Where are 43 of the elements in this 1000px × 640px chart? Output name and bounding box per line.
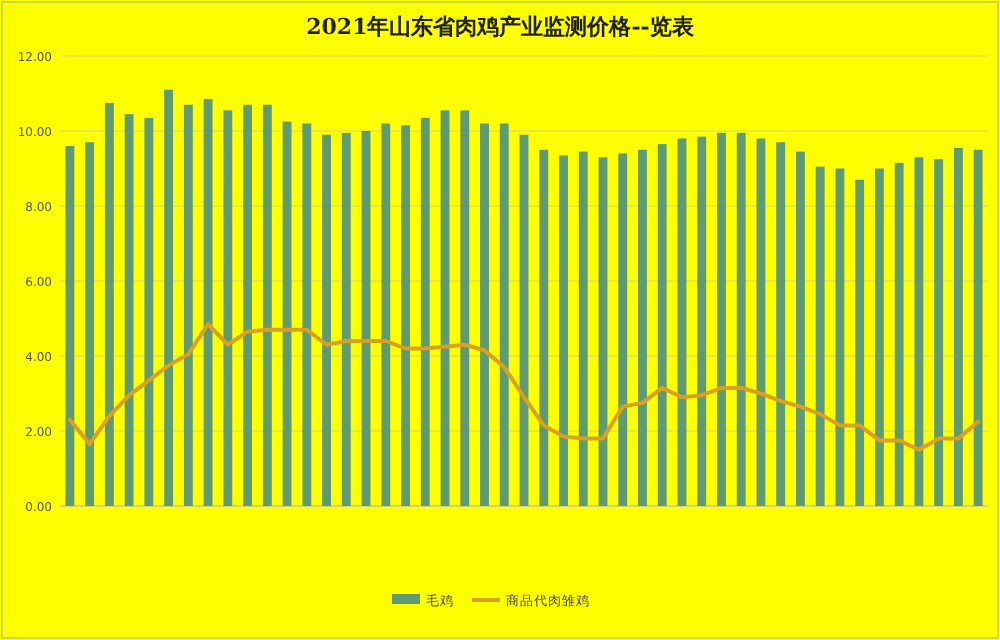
- bar: [638, 149, 647, 506]
- bar: [183, 104, 193, 506]
- bar: [776, 142, 786, 506]
- bar: [85, 142, 95, 506]
- bar: [124, 114, 134, 506]
- bar: [262, 104, 272, 506]
- bar: [973, 149, 983, 506]
- bar: [401, 125, 410, 506]
- bar: [539, 149, 549, 506]
- bar: [657, 144, 667, 506]
- bar: [874, 168, 884, 506]
- bar: [618, 153, 628, 506]
- bar: [795, 151, 805, 506]
- bar: [914, 157, 924, 506]
- bar: [835, 168, 845, 506]
- bar: [578, 151, 588, 506]
- bar: [934, 159, 944, 506]
- bar: [953, 147, 963, 506]
- bar: [697, 136, 707, 506]
- bar: [717, 132, 726, 506]
- bar: [855, 179, 865, 506]
- bar: [499, 123, 509, 506]
- bar: [736, 132, 746, 506]
- bar: [322, 134, 331, 506]
- bar: [815, 166, 825, 506]
- bar: [144, 117, 154, 506]
- chart-title: 2021年山东省肉鸡产业监测价格--览表: [306, 14, 696, 40]
- bar: [223, 110, 233, 506]
- bar: [559, 155, 568, 506]
- bar: [243, 104, 253, 506]
- bar: [203, 99, 213, 506]
- bar: [480, 123, 489, 506]
- bar: [756, 138, 766, 506]
- bar: [894, 162, 904, 506]
- bar: [65, 146, 75, 506]
- bar: [381, 123, 391, 506]
- bar: [104, 102, 114, 506]
- bar: [460, 110, 470, 506]
- bar: [302, 123, 312, 506]
- bar: [164, 89, 174, 506]
- bar: [341, 132, 351, 506]
- bar: [282, 121, 292, 506]
- bar: [420, 117, 430, 506]
